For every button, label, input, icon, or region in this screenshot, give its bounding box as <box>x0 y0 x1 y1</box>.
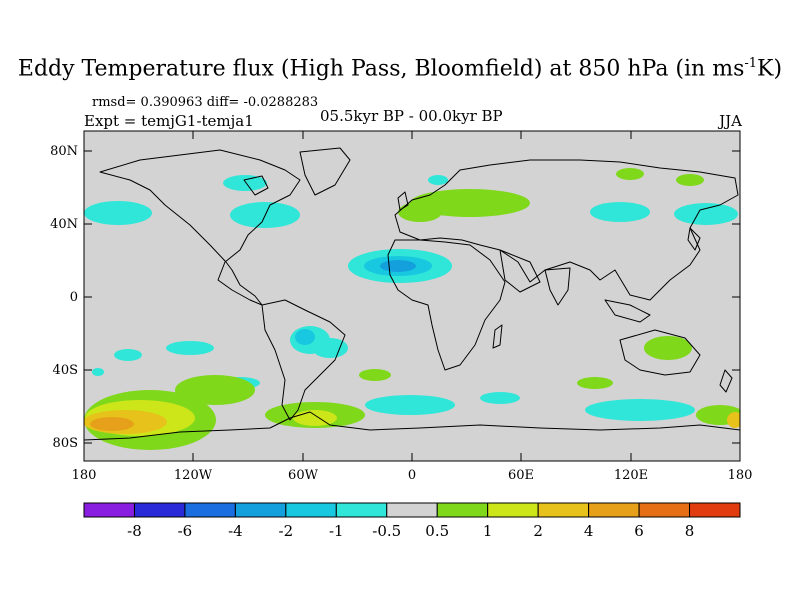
experiment-label: Expt = temjG1-temja1 <box>84 112 254 130</box>
colorbar-label: 6 <box>634 522 644 540</box>
colorbar-swatch <box>638 502 691 518</box>
colorbar-label: -2 <box>278 522 294 540</box>
stats-label: rmsd= 0.390963 diff= -0.0288283 <box>92 95 319 110</box>
lat-label-40s: 40S <box>52 363 78 378</box>
colorbar-swatch <box>184 502 236 518</box>
colorbar <box>83 502 741 518</box>
lon-label-120w: 120W <box>173 468 213 483</box>
lon-label-180e: 180 <box>727 468 753 483</box>
negative-anomaly-regions <box>84 175 738 421</box>
axis-ticks <box>84 131 740 461</box>
colorbar-label: 0.5 <box>425 522 450 540</box>
colorbar-label: -0.5 <box>372 522 402 540</box>
colorbar-swatch <box>285 502 337 518</box>
colorbar-swatch <box>689 502 741 518</box>
colorbar-swatch <box>234 502 287 518</box>
colorbar-label: -4 <box>228 522 243 540</box>
period-label: 05.5kyr BP - 00.0kyr BP <box>320 107 503 125</box>
colorbar-swatch <box>588 502 640 518</box>
colorbar-swatch <box>83 502 135 518</box>
lat-label-0: 0 <box>69 290 78 305</box>
colorbar-label: -8 <box>127 522 142 540</box>
lon-label-120e: 120E <box>613 468 649 483</box>
colorbar-swatch <box>386 502 438 518</box>
colorbar-label: 4 <box>583 522 594 540</box>
colorbar-swatch <box>133 502 186 518</box>
colorbar-swatch <box>537 502 590 518</box>
peak-positive-regions <box>90 417 134 431</box>
season-label: JJA <box>719 112 742 130</box>
colorbar-swatch <box>335 502 388 518</box>
colorbar-label: -6 <box>177 522 193 540</box>
lat-label-80n: 80N <box>50 144 78 159</box>
colorbar-swatch <box>436 502 489 518</box>
colorbar-label: 8 <box>684 522 695 540</box>
colorbar-label: -1 <box>328 522 344 540</box>
lon-label-60w: 60W <box>288 468 318 483</box>
lat-label-80s: 80S <box>52 436 78 451</box>
colorbar-swatch <box>487 502 539 518</box>
colorbar-label: 1 <box>482 522 493 540</box>
lon-label-0: 0 <box>407 468 417 483</box>
coastlines <box>84 147 740 441</box>
lat-label-40n: 40N <box>50 217 78 232</box>
colorbar-label: 2 <box>533 522 543 540</box>
lon-label-60e: 60E <box>507 468 535 483</box>
lon-label-180w: 180 <box>71 468 97 483</box>
strong-negative-regions <box>380 260 416 272</box>
map-title: Eddy Temperature flux (High Pass, Bloomf… <box>17 56 783 82</box>
